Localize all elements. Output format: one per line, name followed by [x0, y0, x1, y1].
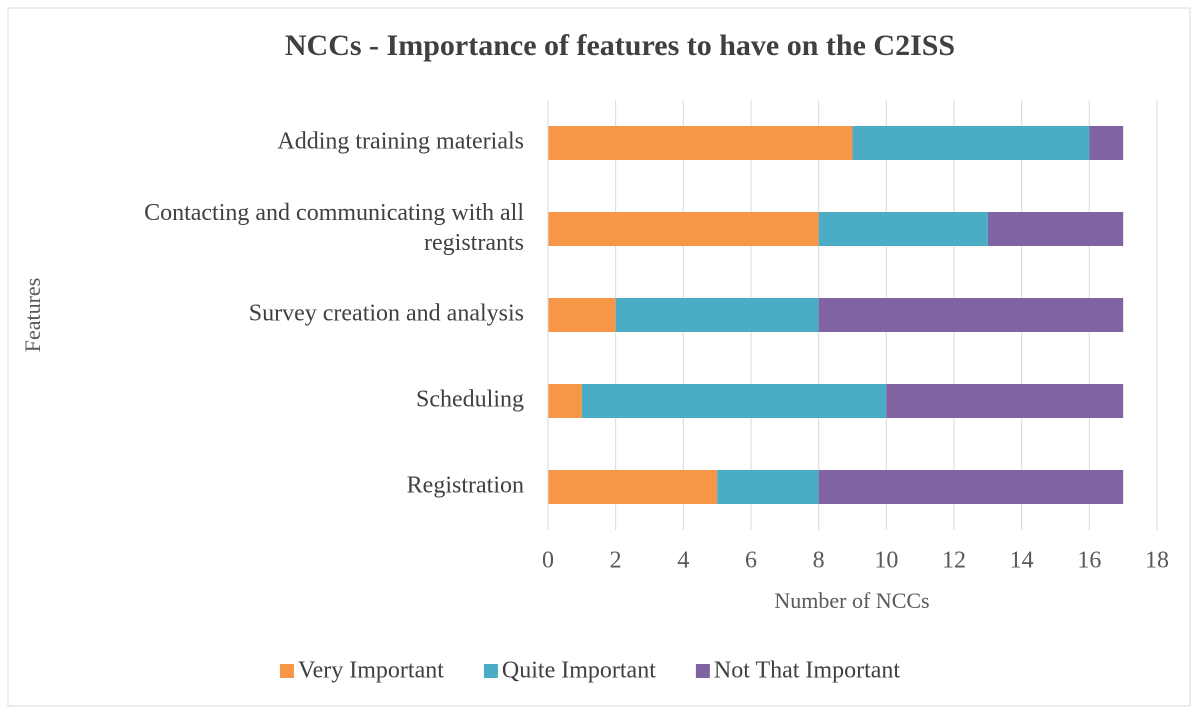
bar-segment — [615, 298, 819, 332]
x-tick-label: 4 — [677, 548, 689, 574]
x-tick-label: 2 — [610, 548, 622, 574]
bar-segment — [818, 212, 988, 246]
x-tick-label: 8 — [813, 548, 825, 574]
bar-segment — [581, 384, 887, 418]
y-axis-title: Features — [20, 278, 45, 353]
legend-label: Quite Important — [502, 658, 656, 684]
chart-title: NCCs - Importance of features to have on… — [285, 29, 955, 62]
x-tick-label: 0 — [542, 548, 554, 574]
y-tick-label: Contacting and communicating with all reg… — [144, 200, 524, 256]
legend-swatch — [483, 664, 498, 678]
bar-segment — [548, 298, 616, 332]
legend-label: Very Important — [298, 658, 444, 684]
legend-swatch — [695, 664, 710, 678]
x-tick-label: 10 — [874, 548, 898, 574]
x-axis-title: Number of NCCs — [774, 588, 929, 613]
bar-segment — [886, 384, 1124, 418]
bar-segment — [548, 126, 853, 160]
bar-segment — [717, 470, 819, 504]
bar-segment — [818, 470, 1124, 504]
bar-segment — [548, 212, 819, 246]
y-tick-label: Scheduling — [416, 387, 524, 413]
bar-segment — [548, 470, 718, 504]
y-tick-label: Registration — [407, 473, 524, 499]
x-tick-label: 6 — [745, 548, 757, 574]
bar-segment — [852, 126, 1090, 160]
legend: Very Important Quite Important Not That Im… — [279, 658, 901, 684]
bar-segment — [818, 298, 1124, 332]
y-tick-label: Adding training materials — [277, 129, 524, 155]
y-tick-label: Survey creation and analysis — [249, 301, 524, 327]
bar-segment — [548, 384, 582, 418]
x-tick-label: 14 — [1010, 548, 1034, 574]
legend-label: Not That Important — [714, 658, 901, 684]
bar-segment — [987, 212, 1124, 246]
x-tick-label: 16 — [1077, 548, 1101, 574]
legend-swatch — [279, 664, 294, 678]
x-tick-label: 12 — [942, 548, 966, 574]
bar-segment — [1089, 126, 1124, 160]
chart-frame — [7, 7, 1191, 707]
x-tick-label: 18 — [1145, 548, 1169, 574]
